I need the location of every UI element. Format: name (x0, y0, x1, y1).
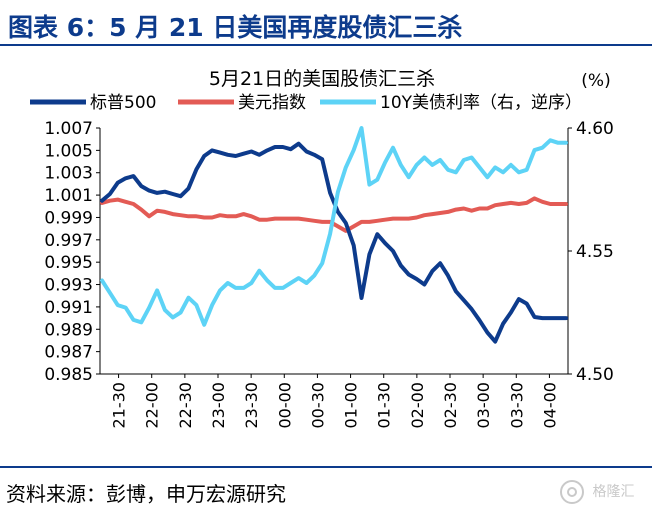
x-tick-label: 21-30 (110, 382, 129, 429)
legend-label: 美元指数 (238, 93, 306, 113)
x-tick-label: 00-00 (275, 382, 294, 429)
sp500-line (100, 141, 568, 344)
right-tick-label: 4.55 (576, 242, 614, 262)
x-tick-label: 01-30 (375, 382, 394, 429)
header: 图表 6：5 月 21 日美国再度股债汇三杀 (0, 0, 652, 46)
x-tick-label: 22-30 (176, 382, 195, 429)
legend-label: 10Y美债利率（右，逆序） (380, 93, 582, 113)
x-tick-label: 03-00 (474, 382, 493, 429)
watermark-logo-icon (560, 480, 584, 504)
source-note: 资料来源：彭博，申万宏源研究 (6, 482, 286, 506)
x-tick-label: 22-00 (143, 382, 162, 429)
left-tick-label: 0.991 (44, 298, 93, 318)
left-tick-label: 0.999 (44, 208, 93, 228)
left-tick-label: 0.989 (44, 320, 93, 340)
right-tick-label: 4.50 (576, 365, 614, 385)
line-chart: 5月21日的美国股债汇三杀 (%) 标普500 美元指数 10Y美债利率（右，逆序）… (30, 68, 614, 429)
dollar-index-line (100, 196, 568, 233)
left-tick-label: 0.997 (44, 231, 93, 251)
x-tick-label: 23-30 (242, 382, 261, 429)
left-tick-label: 1.005 (44, 141, 93, 161)
series-lines (100, 126, 568, 344)
chart-title: 5月21日的美国股债汇三杀 (209, 68, 435, 90)
footer-divider (0, 466, 652, 468)
x-tick-label: 23-00 (209, 382, 228, 429)
x-tick-label: 01-00 (342, 382, 361, 429)
right-tick-label: 4.60 (576, 119, 614, 139)
figure-title: 图表 6：5 月 21 日美国再度股债汇三杀 (8, 13, 463, 42)
left-tick-label: 1.003 (44, 164, 93, 184)
x-tick-label: 02-30 (441, 382, 460, 429)
header-divider (0, 44, 652, 46)
x-tick-label: 04-00 (540, 382, 559, 429)
watermark: 格隆汇 (560, 480, 634, 504)
legend-label: 标普500 (90, 93, 156, 113)
right-axis-unit: (%) (581, 71, 610, 91)
left-tick-label: 0.985 (44, 365, 93, 385)
x-tick-label: 03-30 (507, 382, 526, 429)
watermark-text: 格隆汇 (592, 484, 635, 500)
left-tick-label: 1.007 (44, 119, 93, 139)
left-tick-label: 0.993 (44, 276, 93, 296)
chart-container: 5月21日的美国股债汇三杀 (%) 标普500 美元指数 10Y美债利率（右，逆序）… (0, 56, 652, 456)
left-tick-label: 0.987 (44, 343, 93, 363)
legend: 标普500 美元指数 10Y美债利率（右，逆序） (30, 93, 582, 113)
x-tick-label: 00-30 (308, 382, 327, 429)
left-tick-label: 1.001 (44, 186, 93, 206)
x-tick-label: 02-00 (408, 382, 427, 429)
ust10y-line (100, 126, 568, 327)
left-tick-label: 0.995 (44, 253, 93, 273)
